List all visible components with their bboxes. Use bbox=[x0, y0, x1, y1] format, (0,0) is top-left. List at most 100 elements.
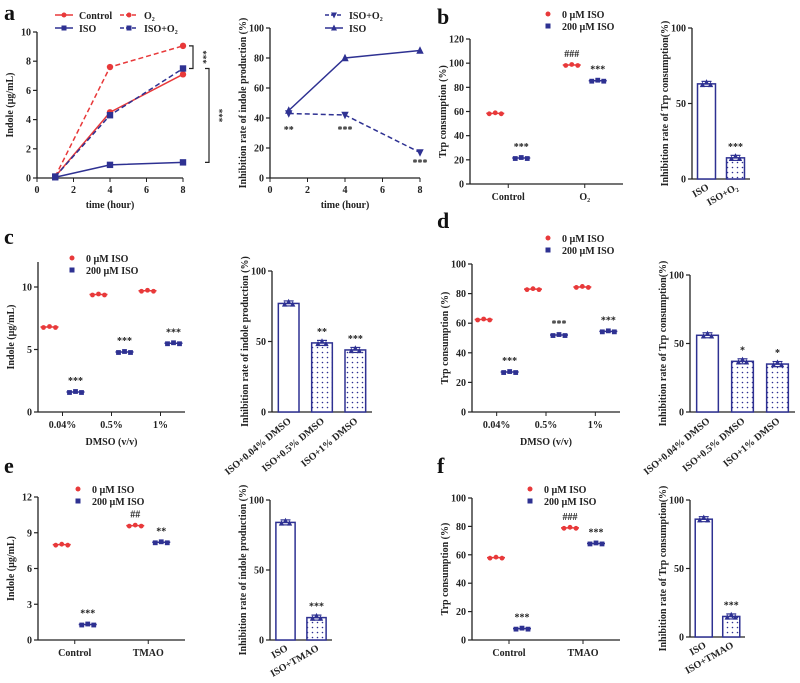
panel-letter-d: d bbox=[437, 208, 450, 233]
data-point bbox=[599, 541, 605, 547]
data-point bbox=[708, 333, 715, 339]
significance-label: ** bbox=[156, 526, 166, 537]
x-tick-label: Control bbox=[492, 192, 525, 203]
legend-marker bbox=[331, 12, 337, 19]
bar bbox=[696, 83, 717, 180]
y-axis-label: Trp consumption (%) bbox=[440, 292, 451, 385]
data-point bbox=[519, 625, 525, 631]
data-point bbox=[341, 53, 349, 62]
data-point bbox=[59, 541, 65, 547]
y-tick-label: 120 bbox=[449, 35, 464, 46]
data-point bbox=[556, 332, 562, 337]
data-point bbox=[278, 520, 285, 526]
significance-label: *** bbox=[601, 315, 616, 326]
series-line bbox=[54, 73, 184, 178]
data-point bbox=[530, 286, 536, 292]
x-tick-label: 0 bbox=[268, 185, 273, 196]
data-point bbox=[152, 540, 158, 546]
data-point bbox=[728, 611, 734, 618]
y-tick-label: 0 bbox=[261, 408, 266, 419]
y-tick-label: 20 bbox=[454, 155, 464, 166]
data-point bbox=[575, 63, 581, 68]
significance-label: *** bbox=[724, 600, 739, 611]
y-tick-label: 100 bbox=[249, 24, 264, 35]
data-point bbox=[499, 555, 505, 561]
data-point bbox=[524, 287, 530, 293]
x-tick-label: 0.5% bbox=[100, 420, 123, 431]
data-point bbox=[47, 324, 52, 329]
data-point bbox=[579, 284, 585, 289]
x-tick-label: ISO+0.04% DMSO bbox=[642, 416, 713, 478]
significance-label: * bbox=[775, 348, 780, 359]
y-axis-label: Inhibition rate of indole production (%) bbox=[238, 485, 249, 656]
data-point bbox=[703, 79, 710, 85]
significance-label: *** bbox=[166, 327, 181, 338]
data-point bbox=[132, 522, 138, 528]
data-point bbox=[79, 390, 84, 395]
data-point bbox=[73, 389, 78, 394]
significance-label: *** bbox=[589, 527, 604, 538]
bar bbox=[730, 360, 755, 413]
data-point bbox=[732, 614, 738, 620]
y-axis-label: Trp consumption (%) bbox=[440, 523, 451, 616]
data-point bbox=[736, 155, 743, 162]
y-axis-label: Indole (µg/mL) bbox=[6, 536, 17, 601]
y-tick-label: 40 bbox=[254, 114, 264, 125]
x-tick-label: 6 bbox=[380, 185, 385, 196]
legend-marker bbox=[331, 24, 337, 31]
data-point bbox=[599, 329, 605, 335]
y-tick-label: 9 bbox=[27, 528, 32, 539]
y-tick-label: 60 bbox=[456, 550, 466, 561]
significance-label: ### bbox=[563, 512, 578, 523]
significance-label: *** bbox=[309, 602, 324, 613]
significance-label: *** bbox=[552, 319, 567, 330]
significance-label: *** bbox=[514, 142, 529, 153]
data-point bbox=[319, 338, 325, 344]
data-point bbox=[341, 111, 349, 120]
x-tick-label: 2 bbox=[71, 185, 76, 196]
y-tick-label: 20 bbox=[254, 144, 264, 155]
data-point bbox=[699, 81, 706, 88]
data-point bbox=[65, 542, 71, 548]
legend-marker bbox=[527, 498, 533, 504]
y-tick-label: 0 bbox=[27, 408, 32, 419]
data-point bbox=[286, 520, 293, 526]
legend-label: 200 µM ISO bbox=[562, 246, 615, 257]
y-axis-label: Indole (µg/mL) bbox=[5, 73, 16, 138]
data-point bbox=[595, 77, 601, 83]
significance-label: *** bbox=[80, 609, 95, 620]
panel-letter-a: a bbox=[4, 0, 15, 25]
x-axis-label: DMSO (v/v) bbox=[520, 437, 572, 448]
x-tick-label: 1% bbox=[153, 420, 168, 431]
bar bbox=[765, 363, 790, 413]
y-tick-label: 80 bbox=[254, 54, 264, 65]
legend-marker bbox=[61, 25, 67, 31]
y-tick-label: 80 bbox=[454, 83, 464, 94]
series-line bbox=[54, 45, 184, 177]
y-axis-label: Inhibition rate of indole production (%) bbox=[238, 18, 249, 189]
data-point bbox=[177, 341, 182, 347]
significance-label: *** bbox=[214, 109, 224, 123]
data-point bbox=[605, 328, 611, 334]
y-tick-label: 0 bbox=[26, 174, 31, 185]
x-tick-label: TMAO bbox=[567, 648, 598, 659]
data-point bbox=[728, 155, 735, 162]
panel-letter-c: c bbox=[4, 224, 14, 249]
significance-label: * bbox=[740, 345, 745, 356]
data-point bbox=[589, 78, 595, 84]
data-point bbox=[79, 622, 85, 628]
data-point bbox=[41, 325, 46, 330]
y-tick-label: 8 bbox=[26, 57, 31, 68]
data-point bbox=[486, 111, 492, 117]
x-tick-label: 0 bbox=[35, 185, 40, 196]
x-tick-label: 8 bbox=[181, 185, 186, 196]
x-tick-label: 6 bbox=[144, 185, 149, 196]
data-point bbox=[601, 78, 607, 84]
data-point bbox=[416, 46, 424, 54]
data-point bbox=[705, 516, 711, 523]
data-point bbox=[525, 626, 531, 632]
data-point bbox=[778, 361, 785, 368]
data-point bbox=[138, 523, 144, 529]
